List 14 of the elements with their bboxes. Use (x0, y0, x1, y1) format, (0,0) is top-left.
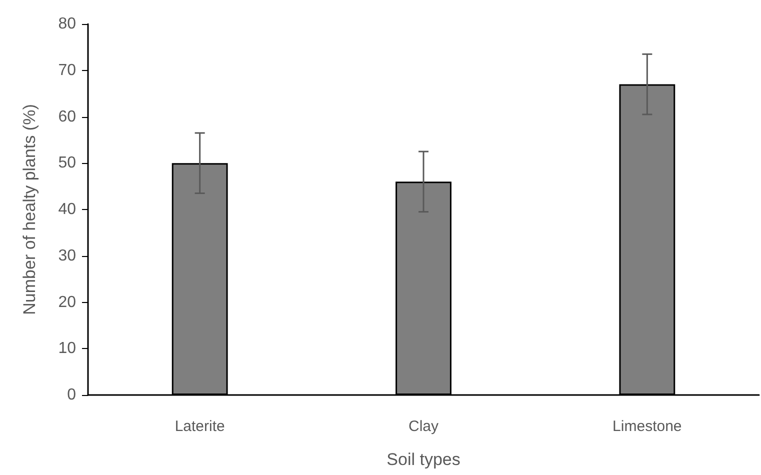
y-tick-label: 60 (58, 108, 76, 126)
x-axis-title: Soil types (386, 450, 460, 469)
y-tick-label: 70 (58, 62, 76, 79)
x-tick-label: Laterite (174, 418, 225, 435)
x-tick-label: Limestone (612, 418, 682, 435)
y-tick-label: 80 (58, 16, 76, 32)
y-tick-label: 10 (58, 340, 76, 358)
y-tick-label: 40 (58, 201, 76, 218)
y-tick-label: 0 (67, 386, 76, 404)
y-axis-title: Number of healty plants (%) (20, 104, 39, 315)
y-tick-label: 20 (58, 294, 76, 311)
y-tick-label: 50 (58, 154, 76, 172)
y-tick-label: 30 (58, 247, 76, 264)
x-tick-label: Clay (408, 418, 439, 435)
